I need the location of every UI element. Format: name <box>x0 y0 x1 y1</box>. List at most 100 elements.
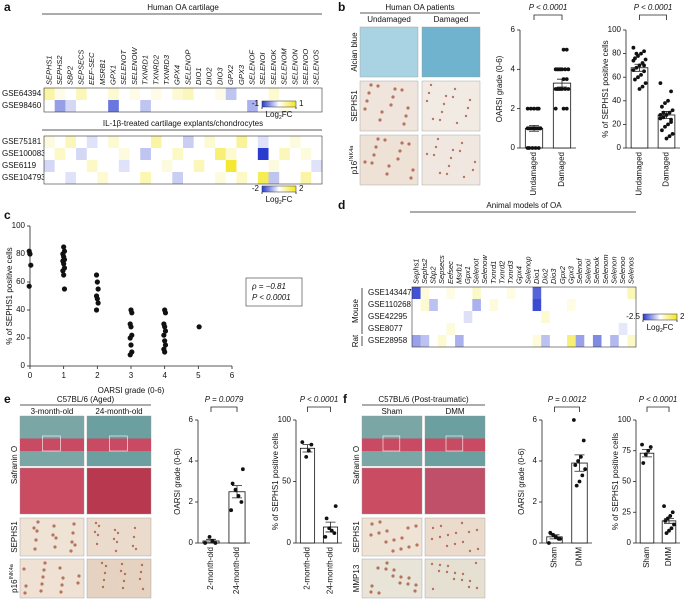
significance-bracket <box>210 406 238 412</box>
micrograph <box>86 467 152 515</box>
data-point <box>162 328 169 334</box>
stained-cell <box>369 590 373 594</box>
colorbar-label: Log2FC <box>266 110 293 121</box>
gene-label: Gpx4 <box>515 266 524 284</box>
data-point <box>640 84 645 89</box>
heatmap-cell <box>215 148 226 160</box>
heatmap-cell <box>311 148 323 160</box>
colorbar-tick-label: -2.5 <box>626 312 640 321</box>
stained-cell <box>392 568 396 572</box>
data-point <box>128 342 134 348</box>
heatmap-cell <box>54 100 66 112</box>
data-point <box>229 508 234 513</box>
column-label: Undamaged <box>367 15 411 24</box>
gene-label: Txnrd2 <box>497 260 506 284</box>
data-point <box>551 532 555 537</box>
p-value: P < 0.0001 <box>639 395 678 404</box>
heatmap-cell <box>524 323 533 335</box>
heatmap-cell <box>161 136 173 148</box>
bar <box>639 452 655 544</box>
heatmap-cell <box>183 100 194 112</box>
p-value: P = 0.0079 <box>205 395 244 404</box>
x-tick-label: DMM <box>664 547 673 566</box>
heatmap-cell <box>225 136 237 148</box>
stained-cell <box>414 524 418 528</box>
stained-cell <box>23 591 27 595</box>
stained-cell <box>398 149 402 153</box>
heatmap-cell <box>618 335 628 347</box>
data-point <box>660 128 664 133</box>
heatmap-cell <box>76 160 87 172</box>
heatmap-cell <box>140 160 152 172</box>
heatmap-cell <box>549 311 559 323</box>
colorbar <box>642 313 678 321</box>
stained-cell <box>430 537 434 541</box>
gene-label: EEF-SEC <box>87 52 96 85</box>
panel-letter: e <box>4 392 11 406</box>
heatmap-cell <box>472 311 482 323</box>
stained-cell <box>398 581 402 585</box>
heatmap-cell <box>129 100 141 112</box>
heatmap-cell <box>140 172 152 184</box>
heatmap-cell <box>472 287 482 299</box>
stained-cell <box>468 549 472 553</box>
data-point <box>564 77 569 82</box>
data-point <box>196 324 202 330</box>
y-axis-label: % of SEPHS1 positive cells <box>5 247 14 344</box>
gene-label: SELENOK <box>269 49 278 85</box>
y-tick-label: 2 <box>511 104 516 113</box>
row-label: Safranin O <box>352 446 361 484</box>
x-tick-label: 0 <box>28 371 33 380</box>
data-point <box>309 442 314 447</box>
heatmap-cell <box>601 335 611 347</box>
data-point <box>304 455 309 459</box>
stained-cell <box>389 103 393 107</box>
heatmap-cell <box>76 136 87 148</box>
stained-cell <box>400 141 404 145</box>
heatmap-cell <box>86 172 98 184</box>
data-point <box>127 335 133 341</box>
heatmap-cell <box>65 136 77 148</box>
y-tick-label: 4 <box>533 456 538 465</box>
heatmap-cell <box>567 299 576 311</box>
stained-cell <box>467 585 471 589</box>
data-point <box>553 106 558 111</box>
heatmap-cell <box>311 160 323 172</box>
stained-cell <box>454 531 458 535</box>
row-label: GSE6119 <box>2 161 37 170</box>
heatmap-cell <box>54 88 66 100</box>
data-point <box>207 534 212 539</box>
stained-cell <box>40 582 44 586</box>
data-point <box>94 279 100 285</box>
heatmap-cell <box>97 100 109 112</box>
gene-label: SELENOF <box>247 50 256 85</box>
stained-cell <box>415 543 419 547</box>
heatmap-cell <box>584 299 594 311</box>
heatmap-cell <box>204 148 216 160</box>
heatmap-cell <box>429 287 439 299</box>
data-point <box>633 77 637 82</box>
data-point <box>300 440 305 445</box>
significance-bracket <box>639 14 667 20</box>
stained-cell <box>104 564 108 568</box>
data-point <box>556 87 561 91</box>
stained-cell <box>411 168 415 172</box>
data-point <box>95 286 101 292</box>
heatmap-title: Animal models of OA <box>486 201 562 210</box>
stained-cell <box>376 137 380 141</box>
heatmap-cell <box>289 160 301 172</box>
heatmap-cell <box>225 100 237 112</box>
data-point <box>658 116 663 121</box>
column-label: 3-month-old <box>31 407 74 416</box>
heatmap-title: IL-1β-treated cartilage explants/chondro… <box>103 119 263 128</box>
data-point <box>538 126 543 131</box>
heatmap-cell <box>480 335 490 347</box>
data-point <box>162 349 168 355</box>
image-panel-title: C57BL/6 (Aged) <box>57 395 115 404</box>
y-tick-label: 20 <box>16 333 25 342</box>
heatmap-cell <box>300 160 312 172</box>
y-axis-label: % of SEPHS1 positive cells <box>271 433 280 530</box>
stained-cell <box>467 530 471 534</box>
heatmap-cell <box>618 287 628 299</box>
bar <box>228 491 246 544</box>
